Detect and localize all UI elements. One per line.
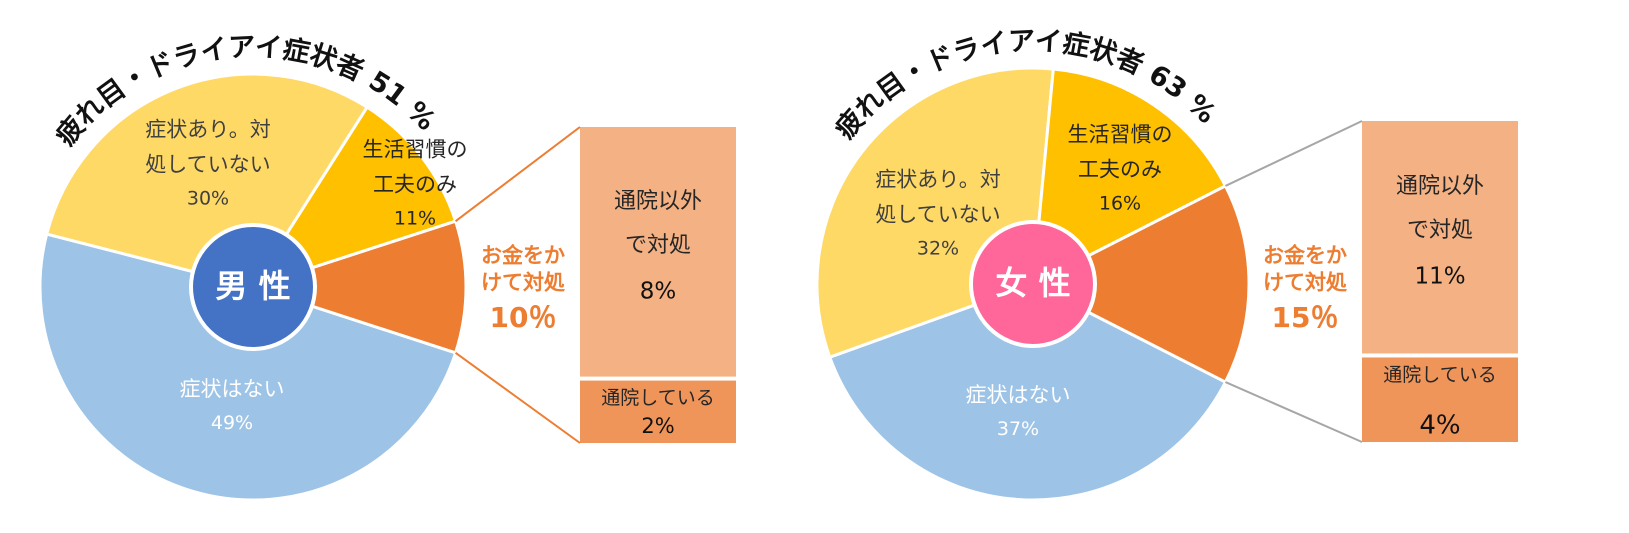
pie-slice-3 bbox=[249, 105, 458, 290]
pie-slice-4 bbox=[1029, 183, 1251, 385]
slice-label-3: 工夫のみ bbox=[373, 173, 457, 197]
slice-value-3: 11% bbox=[394, 208, 436, 230]
slice-label-3: 生活習慣の bbox=[1068, 123, 1173, 147]
pie-slice-2 bbox=[44, 72, 370, 289]
connector-line bbox=[1225, 120, 1363, 187]
slice-value-3: 16% bbox=[1099, 193, 1141, 215]
breakdown-label-1: 通院以外 bbox=[614, 189, 702, 214]
slice-value-2: 30% bbox=[187, 188, 229, 210]
slice-label-2: 処していない bbox=[875, 203, 1000, 227]
pie-slice-1 bbox=[827, 282, 1228, 502]
breakdown-label-1: で対処 bbox=[625, 233, 691, 258]
breakdown-value-2: 4% bbox=[1419, 411, 1460, 441]
breakdown-bar-2 bbox=[580, 380, 736, 443]
breakdown-label-1: で対処 bbox=[1407, 218, 1473, 243]
breakdown-value-2: 2% bbox=[641, 414, 674, 438]
connector-line bbox=[454, 352, 581, 444]
center-label: 男 性 bbox=[215, 267, 290, 305]
slice-label-2: 処していない bbox=[145, 153, 270, 177]
slice-label-3: 生活習慣の bbox=[363, 138, 468, 162]
slice-value-1: 37% bbox=[997, 418, 1039, 440]
pie-slice-1 bbox=[38, 232, 458, 502]
slice-value-4: 15％ bbox=[1272, 301, 1339, 334]
breakdown-value-1: 8% bbox=[640, 278, 677, 304]
slice-value-2: 32% bbox=[917, 238, 959, 260]
breakdown-value-1: 11% bbox=[1414, 264, 1465, 290]
slice-label-4: けて対処 bbox=[1263, 271, 1348, 295]
center-hub bbox=[969, 220, 1097, 348]
breakdown-bar-2 bbox=[1362, 357, 1518, 442]
breakdown-bar-1 bbox=[1362, 121, 1518, 354]
slice-label-1: 症状はない bbox=[966, 383, 1071, 407]
center-hub bbox=[189, 223, 317, 351]
slice-label-4: お金をか bbox=[1263, 244, 1347, 268]
slice-value-4: 10％ bbox=[490, 301, 557, 334]
slice-label-2: 症状あり。対 bbox=[875, 168, 1001, 192]
breakdown-label-1: 通院以外 bbox=[1396, 174, 1484, 199]
slice-label-3: 工夫のみ bbox=[1078, 158, 1162, 182]
center-label: 女 性 bbox=[995, 264, 1070, 302]
breakdown-label-2: 通院している bbox=[601, 387, 714, 409]
slice-value-1: 49% bbox=[211, 412, 253, 434]
slice-label-4: けて対処 bbox=[481, 271, 566, 295]
breakdown-label-2: 通院している bbox=[1383, 364, 1496, 386]
connector-line bbox=[454, 126, 581, 222]
pie-slice-3 bbox=[1031, 67, 1228, 287]
slice-label-1: 症状はない bbox=[180, 377, 285, 401]
pie-slice-4 bbox=[248, 219, 468, 355]
slice-label-4: お金をか bbox=[481, 244, 565, 268]
connector-line bbox=[1225, 381, 1363, 443]
breakdown-bar-1 bbox=[580, 127, 736, 377]
slice-label-2: 症状あり。対 bbox=[145, 118, 271, 142]
